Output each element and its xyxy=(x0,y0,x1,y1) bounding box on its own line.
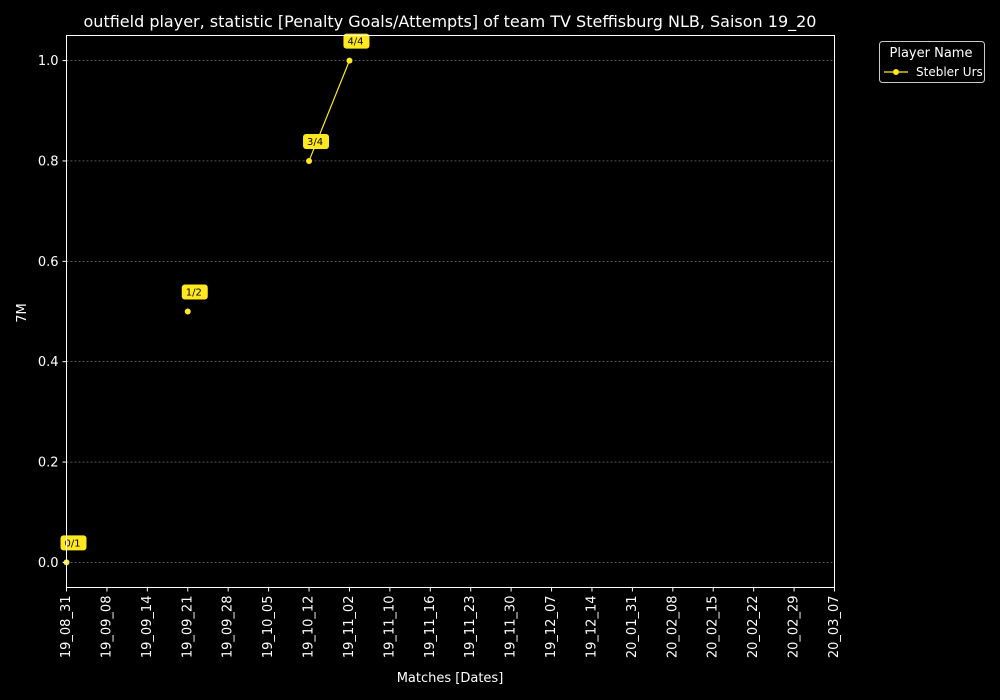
x-tick-label: 19_10_05 xyxy=(261,596,276,659)
x-tick-label: 19_11_30 xyxy=(504,596,519,659)
data-label-box xyxy=(181,284,208,300)
x-tick-label: 20_02_15 xyxy=(706,596,721,659)
x-tick-label: 19_12_14 xyxy=(584,596,599,659)
x-tick-label: 20_02_29 xyxy=(787,596,802,659)
y-tick-label: 0.6 xyxy=(38,255,59,270)
y-axis: 0.0 0.2 0.4 0.6 0.8 1.0 xyxy=(38,54,67,571)
data-label: 3/4 xyxy=(307,137,323,148)
y-tick-label: 0.0 xyxy=(38,556,59,571)
legend-title: Player Name xyxy=(890,46,973,61)
x-tick-label: 19_10_12 xyxy=(302,596,317,659)
x-tick-label: 20_02_22 xyxy=(746,596,761,659)
x-tick-label: 19_11_10 xyxy=(382,596,397,659)
x-tick-label: 19_08_31 xyxy=(59,596,74,659)
x-tick-label: 20_01_31 xyxy=(625,596,640,659)
grid-lines xyxy=(66,60,835,563)
y-axis-label: 7M xyxy=(15,303,30,323)
x-tick-label: 20_02_08 xyxy=(665,596,680,659)
x-tick-label: 19_11_23 xyxy=(463,596,478,659)
x-tick-label: 20_03_07 xyxy=(827,596,842,659)
x-axis: 19_08_31 19_09_08 19_09_14 19_09_21 19_09_28… xyxy=(59,587,842,659)
x-tick-label: 19_09_08 xyxy=(99,596,114,659)
data-point xyxy=(184,308,191,315)
series-layer: 0/1 1/2 3/4 4/4 xyxy=(60,33,370,566)
x-tick-label: 19_12_07 xyxy=(544,596,559,659)
data-label: 1/2 xyxy=(186,288,202,299)
x-tick-label: 19_11_16 xyxy=(423,596,438,659)
legend-entry-label: Stebler Urs xyxy=(916,65,983,79)
plot-frame xyxy=(66,35,835,588)
y-tick-label: 0.8 xyxy=(38,154,59,169)
legend-marker xyxy=(893,69,899,75)
y-tick-label: 0.2 xyxy=(38,456,59,471)
chart-title: outfield player, statistic [Penalty Goal… xyxy=(84,12,817,32)
x-tick-label: 19_09_28 xyxy=(221,596,236,659)
data-label: 0/1 xyxy=(65,538,81,549)
data-point xyxy=(346,57,353,64)
data-label-box xyxy=(343,33,370,49)
legend: Player Name Stebler Urs xyxy=(879,41,985,83)
x-tick-label: 19_11_02 xyxy=(342,596,357,659)
y-tick-label: 1.0 xyxy=(38,54,59,69)
y-tick-label: 0.4 xyxy=(38,355,59,370)
data-label: 4/4 xyxy=(347,37,363,48)
x-tick-label: 19_09_14 xyxy=(140,596,155,659)
data-label-box xyxy=(303,133,330,149)
x-tick-label: 19_09_21 xyxy=(180,596,195,659)
data-point xyxy=(306,157,313,164)
x-axis-label: Matches [Dates] xyxy=(397,671,504,686)
